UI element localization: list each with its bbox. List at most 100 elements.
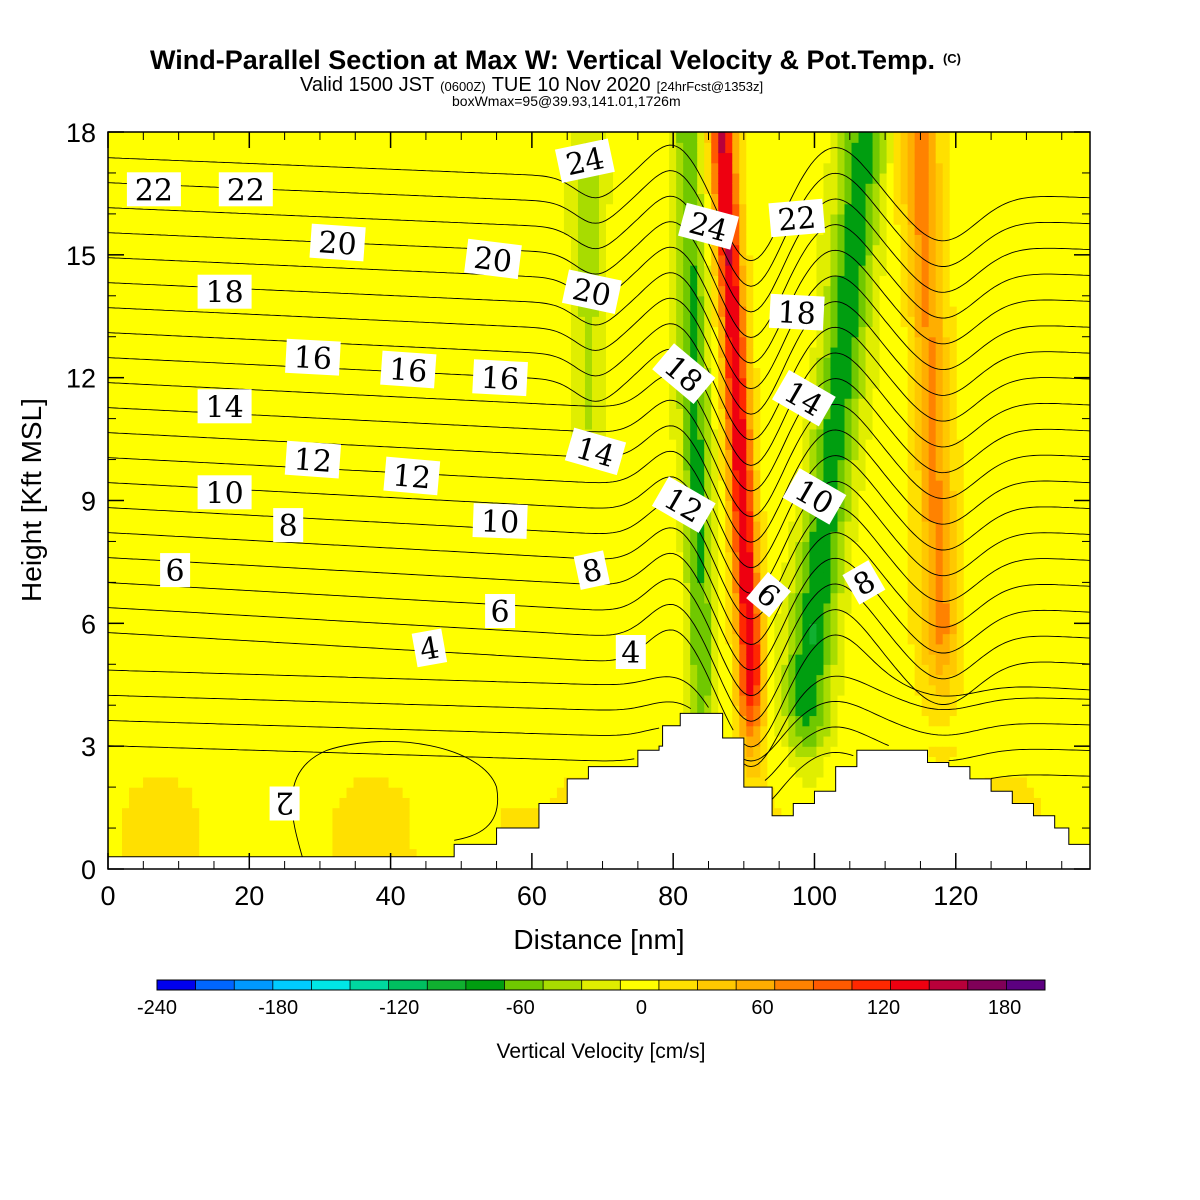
heatmap-cell (458, 766, 467, 778)
heatmap-cell (185, 480, 193, 491)
heatmap-cell (563, 183, 572, 195)
heatmap-cell (171, 326, 179, 338)
heatmap-cell (465, 787, 474, 798)
heatmap-cell (115, 705, 123, 717)
heatmap-cell (458, 285, 467, 297)
heatmap-cell (311, 684, 320, 696)
heatmap-cell (255, 572, 263, 583)
heatmap-cell (150, 797, 158, 809)
heatmap-cell (157, 449, 165, 461)
heatmap-cell (353, 387, 362, 399)
heatmap-cell (549, 224, 558, 235)
heatmap-cell (283, 776, 291, 788)
heatmap-cell (367, 500, 376, 512)
heatmap-cell (388, 582, 397, 594)
heatmap-cell (528, 694, 537, 706)
heatmap-cell (122, 387, 130, 399)
heatmap-cell (549, 449, 558, 461)
heatmap-cell (164, 387, 172, 399)
heatmap-cell (339, 326, 348, 338)
heatmap-cell (479, 582, 488, 594)
heatmap-cell (206, 244, 214, 256)
heatmap-cell (255, 520, 263, 532)
heatmap-cell (514, 490, 523, 502)
heatmap-cell (451, 224, 460, 235)
heatmap-cell (584, 367, 593, 379)
heatmap-cell (451, 807, 460, 819)
heatmap-cell (269, 500, 277, 512)
heatmap-cell (150, 449, 158, 461)
heatmap-cell (185, 500, 193, 512)
heatmap-cell (458, 838, 467, 850)
heatmap-cell (521, 633, 530, 645)
heatmap-cell (563, 756, 572, 768)
heatmap-cell (227, 633, 235, 645)
heatmap-cell (178, 705, 186, 717)
heatmap-cell (262, 213, 270, 225)
heatmap-cell (493, 490, 502, 502)
heatmap-cell (430, 520, 439, 532)
heatmap-cell (150, 306, 158, 317)
heatmap-cell (500, 326, 509, 338)
heatmap-cell (220, 234, 228, 246)
heatmap-cell (332, 531, 341, 543)
heatmap-cell (416, 561, 425, 573)
heatmap-cell (290, 664, 298, 676)
heatmap-cell (367, 418, 376, 430)
heatmap-cell (570, 193, 579, 205)
heatmap-cell (535, 213, 544, 225)
heatmap-cell (248, 848, 256, 860)
heatmap-cell (325, 152, 334, 164)
heatmap-cell (472, 336, 481, 348)
heatmap-cell (395, 449, 404, 461)
heatmap-cell (353, 838, 362, 850)
heatmap-cell (388, 510, 397, 522)
heatmap-cell (416, 828, 425, 839)
heatmap-cell (444, 377, 453, 389)
heatmap-cell (234, 418, 242, 430)
heatmap-cell (206, 746, 214, 758)
heatmap-cell (227, 203, 235, 215)
heatmap-cell (255, 735, 263, 747)
heatmap-cell (514, 633, 523, 645)
heatmap-cell (493, 336, 502, 348)
heatmap-cell (276, 500, 284, 512)
heatmap-cell (108, 776, 116, 788)
heatmap-cell (514, 213, 523, 225)
heatmap-cell (451, 162, 460, 174)
heatmap-cell (311, 797, 320, 809)
heatmap-cell (325, 295, 334, 307)
heatmap-cell (395, 633, 404, 645)
heatmap-cell (367, 654, 376, 665)
heatmap-cell (388, 715, 397, 727)
heatmap-cell (521, 132, 530, 143)
heatmap-cell (493, 694, 502, 706)
heatmap-cell (584, 357, 593, 369)
heatmap-cell (199, 428, 207, 440)
heatmap-cell (248, 469, 256, 481)
heatmap-cell (304, 224, 313, 235)
heatmap-cell (241, 582, 249, 594)
heatmap-cell (465, 817, 474, 829)
heatmap-cell (332, 807, 341, 819)
heatmap-cell (479, 838, 488, 850)
heatmap-cell (500, 142, 509, 154)
heatmap-cell (437, 848, 446, 860)
heatmap-cell (136, 838, 144, 850)
heatmap-cell (206, 551, 214, 563)
heatmap-cell (297, 387, 305, 399)
heatmap-cell (108, 224, 116, 235)
heatmap-cell (115, 367, 123, 379)
heatmap-cell (472, 346, 481, 358)
heatmap-cell (423, 439, 432, 450)
heatmap-cell (318, 572, 327, 583)
heatmap-cell (444, 787, 453, 798)
heatmap-cell (122, 152, 130, 164)
heatmap-cell (367, 357, 376, 369)
heatmap-cell (297, 326, 305, 338)
heatmap-cell (542, 265, 551, 276)
heatmap-cell (108, 480, 116, 491)
heatmap-cell (227, 346, 235, 358)
heatmap-cell (444, 295, 453, 307)
heatmap-cell (549, 142, 558, 154)
